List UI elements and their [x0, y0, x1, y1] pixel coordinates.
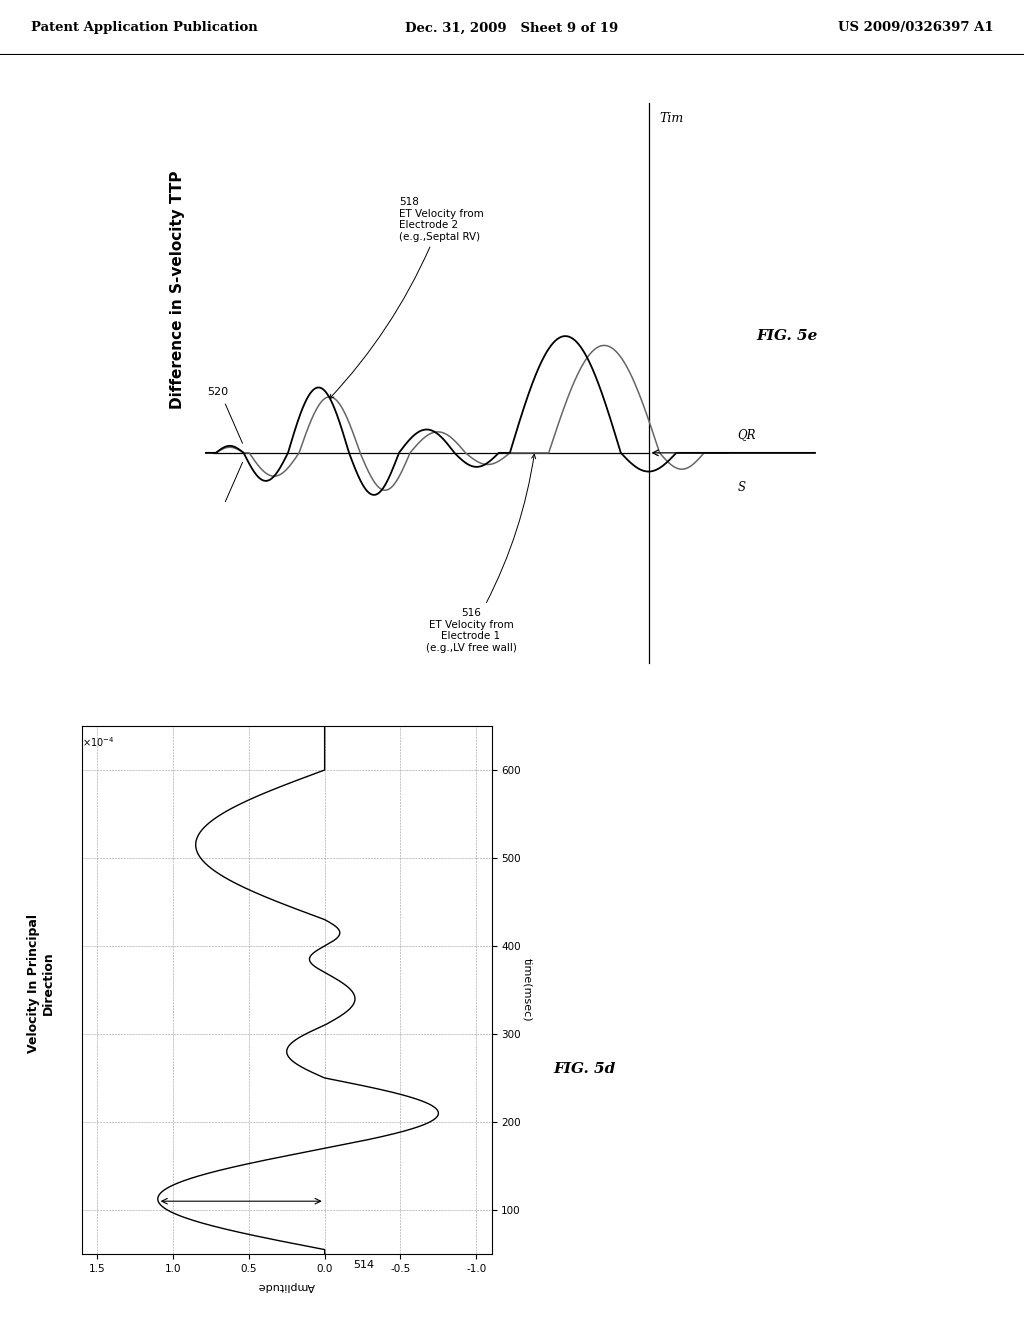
Text: Velocity In Principal
Direction: Velocity In Principal Direction: [27, 913, 55, 1053]
Text: $\times10^{-4}$: $\times10^{-4}$: [82, 735, 115, 748]
Text: Dec. 31, 2009   Sheet 9 of 19: Dec. 31, 2009 Sheet 9 of 19: [406, 21, 618, 34]
Text: FIG. 5e: FIG. 5e: [757, 329, 818, 343]
Text: Tim: Tim: [659, 112, 684, 125]
Text: 520: 520: [208, 387, 228, 397]
Text: QR: QR: [737, 428, 756, 441]
Text: Difference in S-velocity TTP: Difference in S-velocity TTP: [170, 170, 184, 409]
Text: 518
ET Velocity from
Electrode 2
(e.g.,Septal RV): 518 ET Velocity from Electrode 2 (e.g.,S…: [330, 197, 483, 399]
Text: Patent Application Publication: Patent Application Publication: [31, 21, 257, 34]
Text: S: S: [737, 480, 745, 494]
Text: 516
ET Velocity from
Electrode 1
(e.g.,LV free wall): 516 ET Velocity from Electrode 1 (e.g.,L…: [426, 454, 536, 653]
Text: 514: 514: [353, 1259, 374, 1270]
Text: US 2009/0326397 A1: US 2009/0326397 A1: [838, 21, 993, 34]
Y-axis label: time(msec): time(msec): [522, 958, 532, 1022]
Text: FIG. 5d: FIG. 5d: [553, 1063, 615, 1076]
X-axis label: Amplitude: Amplitude: [258, 1280, 315, 1291]
